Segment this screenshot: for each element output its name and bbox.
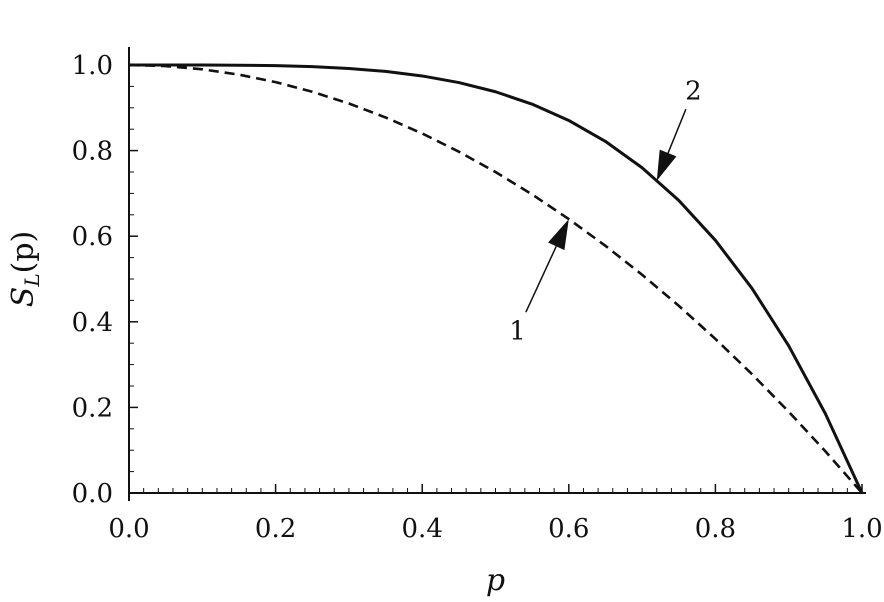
annotation-label-1: 1 xyxy=(509,316,526,346)
y-tick-label: 0.6 xyxy=(72,222,113,252)
y-tick-label: 0.4 xyxy=(72,308,113,338)
y-axis-title-rest: (p) xyxy=(6,231,41,274)
y-tick-label: 0.0 xyxy=(72,479,113,509)
series-2-line xyxy=(129,63,864,494)
x-tick-label: 0.2 xyxy=(255,514,296,544)
x-axis-title: p xyxy=(486,563,505,598)
y-axis-title-main: S xyxy=(6,287,41,308)
annotation-arrow-line-1 xyxy=(525,246,557,313)
annotation-label-2: 2 xyxy=(685,77,702,107)
annotation-arrowhead-1 xyxy=(548,219,569,251)
x-tick-label: 0.6 xyxy=(548,514,589,544)
series-1-line xyxy=(128,63,863,494)
ticks-layer: 0.0 0.2 0.4 0.6 0.8 1.0 0.0 0.2 0.4 0.6 0.8 1.0 xyxy=(72,51,883,544)
series-layer xyxy=(128,63,864,494)
x-tick-label: 0.4 xyxy=(402,514,443,544)
x-tick-label: 0.8 xyxy=(695,514,736,544)
x-tick-label: 1.0 xyxy=(841,514,882,544)
y-axis-title-subscript: L xyxy=(20,273,44,287)
annotation-arrow-line-2 xyxy=(667,108,687,154)
y-tick-label: 0.2 xyxy=(72,393,113,423)
x-tick-label: 0.0 xyxy=(108,514,149,544)
y-tick-label: 0.8 xyxy=(72,137,113,167)
y-axis-title: SL(p) xyxy=(6,231,44,307)
annotations-layer: 12 xyxy=(509,77,701,347)
y-tick-label: 1.0 xyxy=(72,51,113,81)
annotation-arrowhead-2 xyxy=(656,149,677,181)
